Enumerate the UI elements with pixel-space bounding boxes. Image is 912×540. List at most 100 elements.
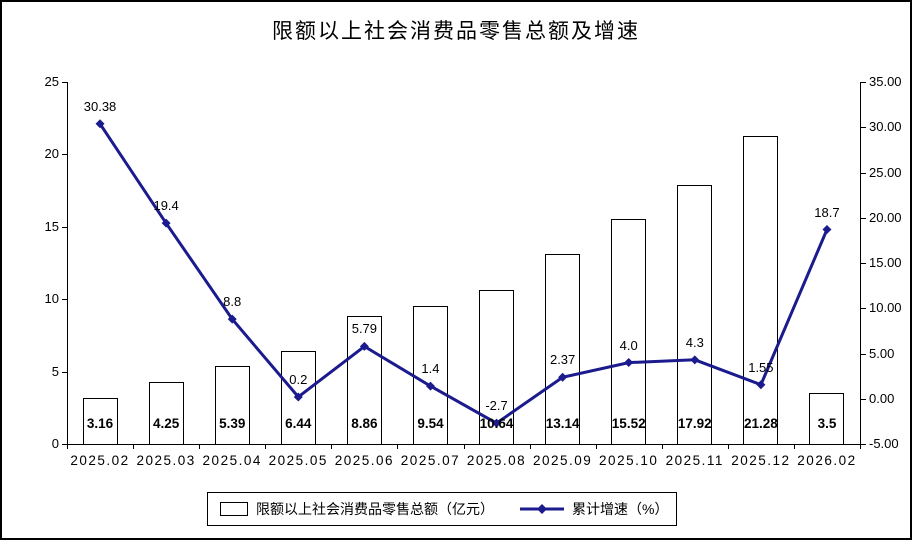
- x-axis-label: 2025.09: [532, 453, 593, 468]
- left-axis-tick: [62, 444, 67, 445]
- line-value-label: 2.37: [549, 352, 576, 368]
- x-axis-label: 2025.06: [334, 453, 395, 468]
- left-axis-label: 0: [51, 436, 59, 451]
- line-point-marker: [359, 341, 369, 351]
- left-axis-tick: [62, 82, 67, 83]
- x-axis-tick: [529, 444, 531, 449]
- right-axis-tick: [861, 172, 866, 174]
- left-axis-label: 20: [44, 146, 59, 162]
- bar-value-label: 15.52: [611, 416, 646, 431]
- right-axis-label: 0.00: [869, 390, 895, 406]
- line-value-label: 1.55: [748, 359, 774, 375]
- right-axis-tick: [861, 82, 866, 83]
- bar-value-label: 17.92: [677, 416, 712, 431]
- bar: [809, 393, 845, 445]
- right-axis-label: 35.00: [869, 74, 902, 89]
- chart-title: 限额以上社会消费品零售总额及增速: [272, 20, 640, 43]
- x-axis-tick: [793, 444, 795, 449]
- right-axis-label: 20.00: [869, 209, 902, 225]
- bar-value-label: 4.25: [152, 416, 180, 431]
- left-axis-label: 5: [51, 363, 59, 379]
- bar: [346, 315, 382, 445]
- line-value-label: 1.4: [421, 361, 440, 377]
- x-axis-tick: [331, 444, 333, 449]
- x-axis-tick: [397, 444, 399, 449]
- legend-bar-swatch: [220, 502, 248, 516]
- left-axis-label: 25: [44, 74, 59, 89]
- bar-value-label: 9.54: [417, 416, 444, 431]
- x-axis-tick: [199, 444, 201, 449]
- left-axis-tick: [62, 299, 67, 301]
- legend: 限额以上社会消费品零售总额（亿元） 累计增速（%）: [207, 492, 677, 526]
- right-axis-tick: [861, 353, 866, 355]
- y-axis-right: [860, 82, 861, 444]
- right-axis-tick: [861, 398, 866, 400]
- x-axis-tick: [67, 444, 68, 449]
- line-value-label: 4.3: [685, 334, 704, 350]
- bar-value-label: 3.16: [86, 416, 114, 431]
- right-axis-label: -5.00: [869, 436, 899, 451]
- bar: [743, 135, 779, 445]
- line-value-label: 0.2: [289, 371, 308, 387]
- left-axis-tick: [62, 371, 67, 373]
- x-axis-label: 2025.02: [70, 453, 130, 468]
- line-point-marker: [293, 392, 303, 402]
- bar: [677, 184, 713, 445]
- x-axis-tick: [463, 444, 465, 449]
- x-axis-tick: [727, 444, 729, 449]
- bar-value-label: 13.14: [545, 416, 580, 431]
- x-axis-tick: [595, 444, 597, 449]
- x-axis-label: 2025.10: [599, 453, 659, 468]
- legend-line-label: 累计增速（%）: [572, 501, 669, 517]
- x-axis-label: 2025.11: [665, 453, 724, 468]
- x-axis-label: 2025.04: [202, 453, 262, 468]
- line-point-marker: [161, 218, 171, 228]
- line-point-marker: [624, 358, 634, 368]
- line-point-marker: [756, 380, 766, 390]
- legend-item-line: 累计增速（%）: [520, 499, 668, 519]
- x-axis-label: 2025.05: [268, 453, 328, 468]
- x-axis-tick: [133, 444, 135, 449]
- y-axis-left: [67, 82, 68, 444]
- bar-value-label: 6.44: [285, 416, 312, 431]
- bar: [412, 305, 448, 445]
- x-axis-label: 2025.07: [400, 453, 461, 468]
- right-axis-label: 25.00: [869, 164, 902, 180]
- right-axis-label: 15.00: [869, 255, 902, 270]
- growth-line: [98, 122, 829, 425]
- bar-value-label: 8.86: [351, 416, 378, 431]
- line-point-marker: [558, 372, 568, 382]
- right-axis-label: 5.00: [869, 345, 895, 361]
- left-axis-label: 15: [44, 218, 59, 234]
- legend-line-swatch: [520, 504, 564, 514]
- right-axis-tick: [861, 127, 866, 129]
- right-axis-label: 10.00: [869, 300, 902, 316]
- right-axis-tick: [861, 308, 866, 310]
- line-point-marker: [227, 314, 237, 324]
- line-point-marker: [492, 418, 502, 428]
- left-axis-tick: [62, 226, 67, 228]
- left-axis-label: 10: [44, 291, 59, 307]
- x-axis-label: 2025.12: [731, 453, 791, 468]
- line-point-marker: [690, 355, 700, 365]
- line-value-label: 5.79: [351, 321, 378, 337]
- legend-bar-label: 限额以上社会消费品零售总额（亿元）: [256, 501, 494, 517]
- legend-item-bar: 限额以上社会消费品零售总额（亿元）: [220, 499, 494, 519]
- line-value-label: 4.0: [619, 337, 638, 353]
- x-axis-label: 2025.08: [466, 453, 527, 468]
- right-axis-label: 30.00: [869, 119, 902, 135]
- line-point-marker: [822, 225, 832, 235]
- bar-value-label: 21.28: [743, 416, 778, 431]
- x-axis-tick: [860, 444, 861, 449]
- line-value-label: 18.7: [814, 204, 840, 220]
- right-axis-tick: [861, 217, 866, 219]
- bar-value-label: 10.64: [479, 416, 514, 431]
- bar-value-label: 5.39: [219, 416, 246, 431]
- x-axis-tick: [265, 444, 267, 449]
- right-axis-tick: [861, 263, 866, 264]
- x-axis-tick: [661, 444, 663, 449]
- right-axis-tick: [861, 444, 866, 445]
- line-value-label: -2.7: [485, 398, 508, 414]
- x-axis-label: 2026.02: [797, 453, 857, 468]
